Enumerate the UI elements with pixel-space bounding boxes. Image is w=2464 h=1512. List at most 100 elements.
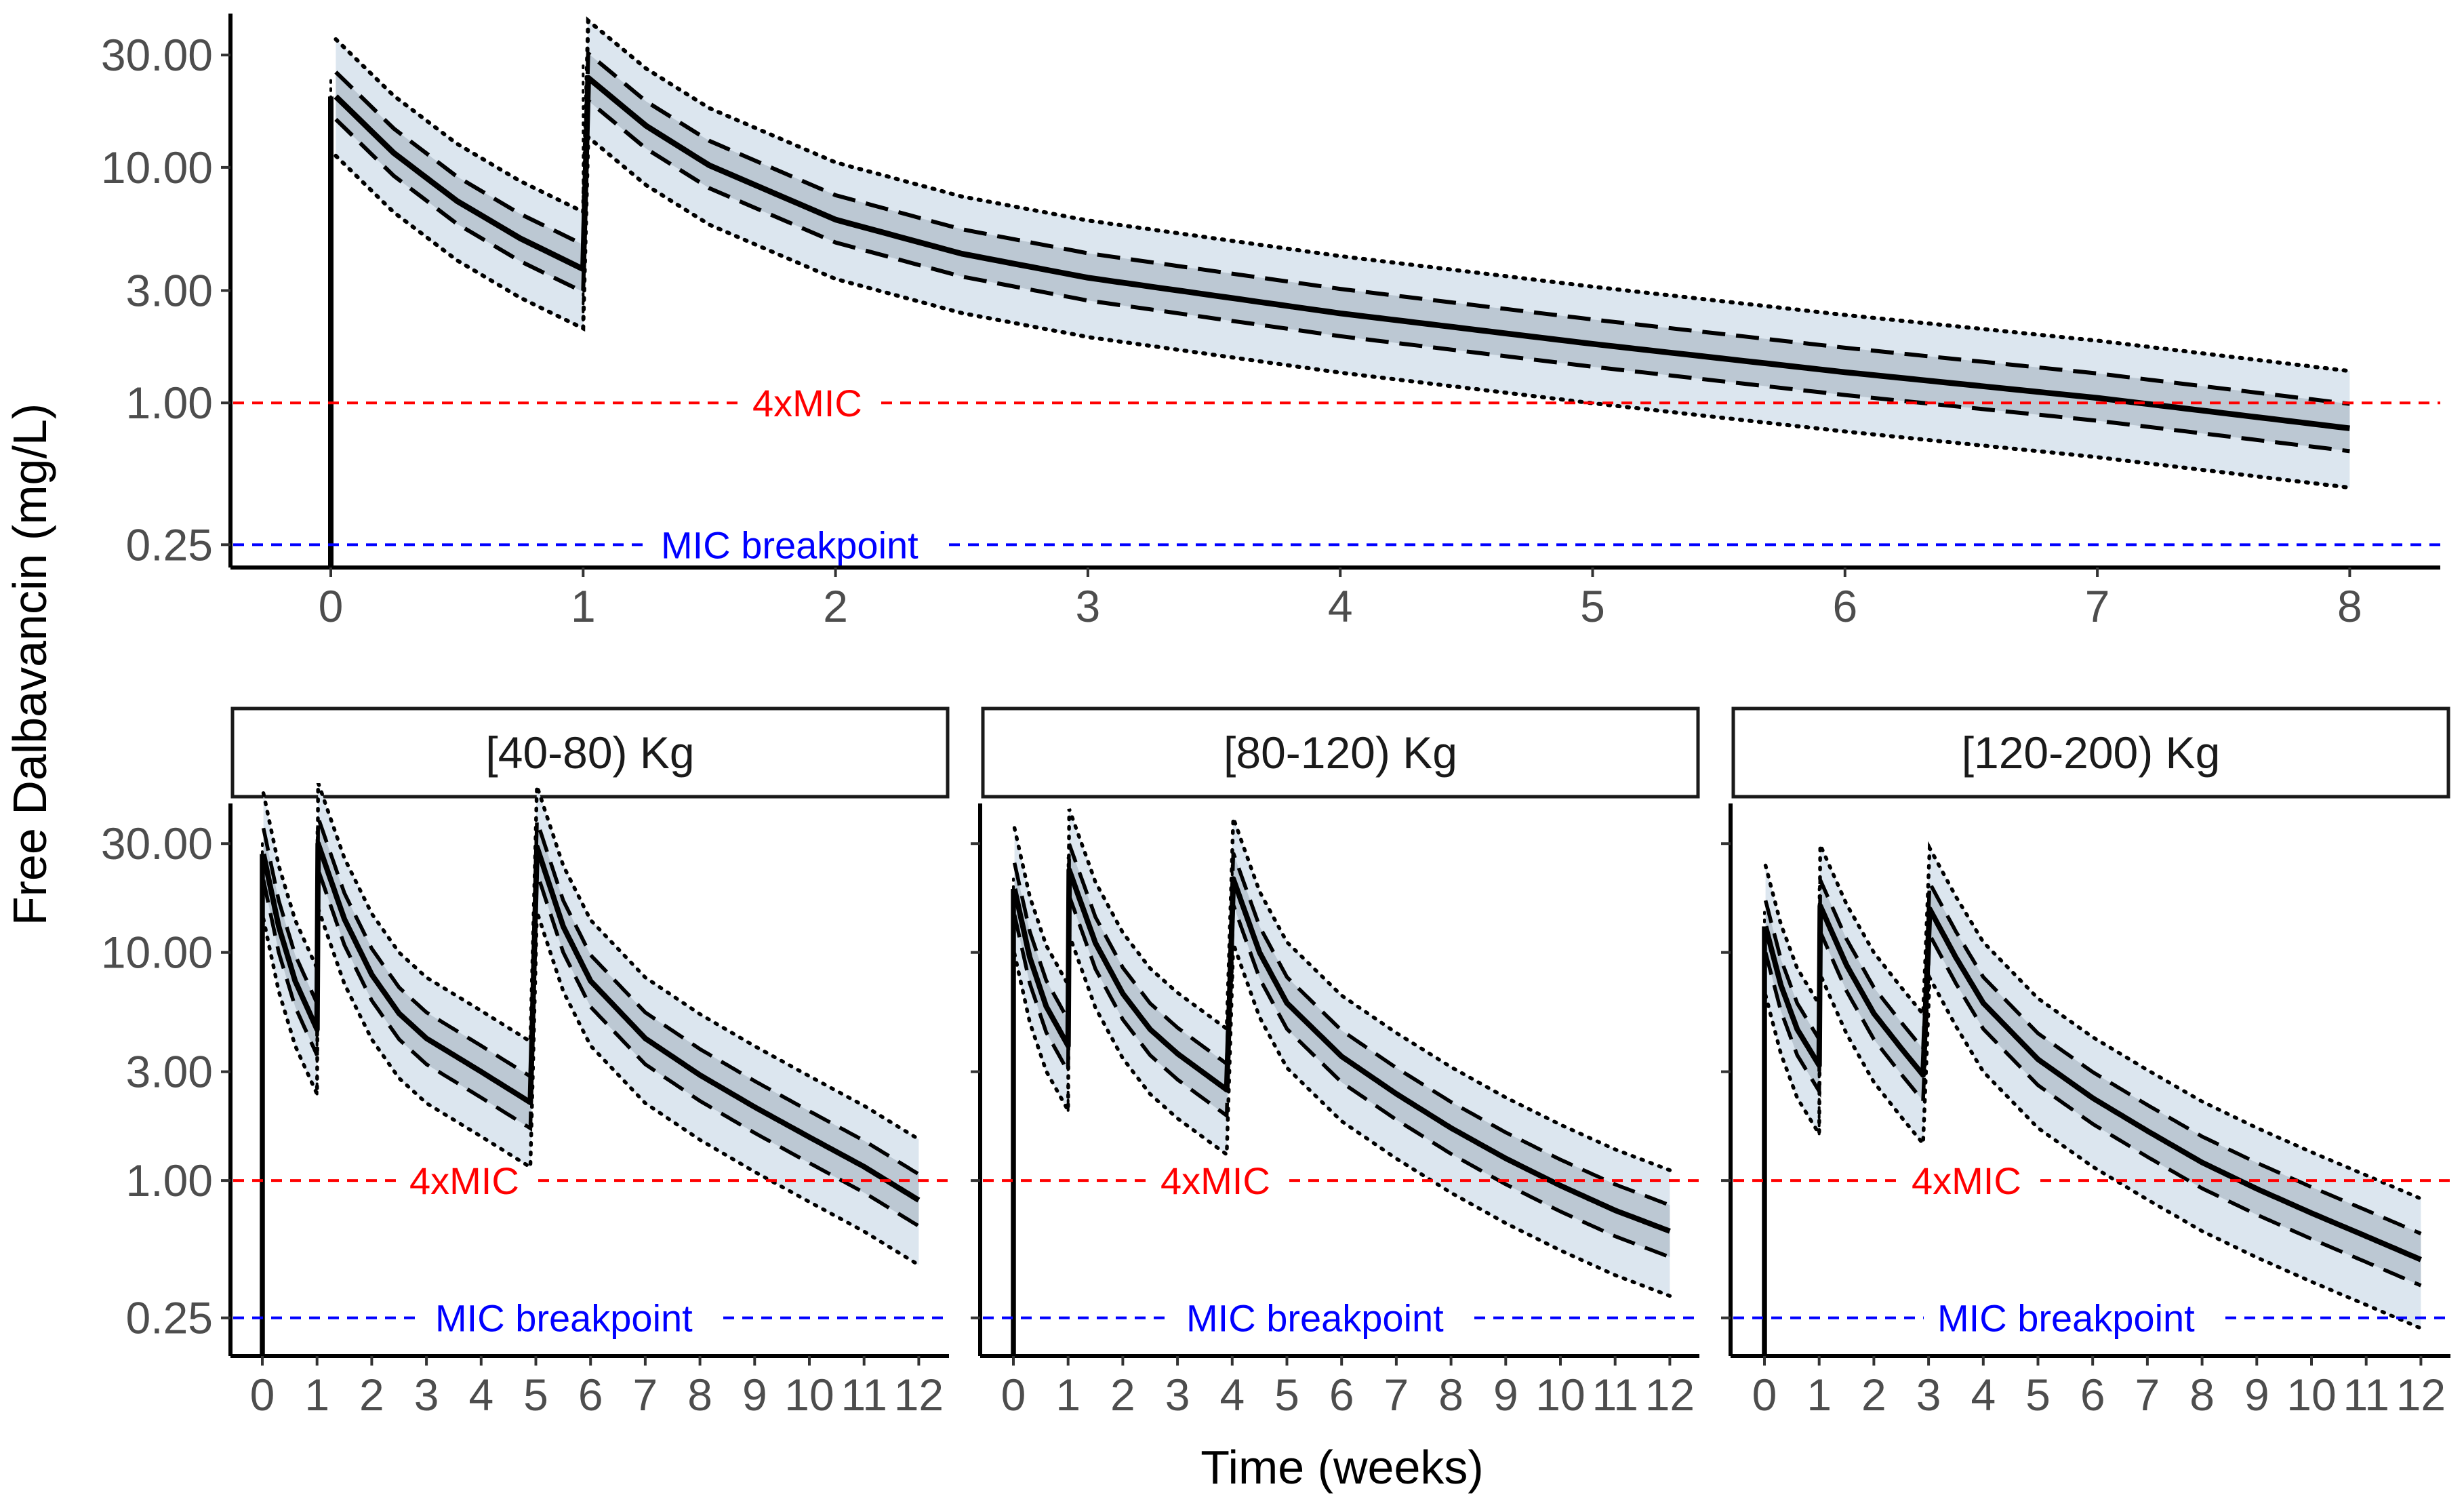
plot-area: [328, 16, 2352, 568]
refline-label-mic-breakpoint: MIC breakpoint: [435, 1297, 693, 1340]
x-tick-label: 8: [2189, 1370, 2215, 1420]
y-tick-label: 3.00: [126, 1047, 213, 1097]
y-tick-label: 1.00: [126, 378, 213, 428]
x-tick-label: 9: [2244, 1370, 2269, 1420]
facet-strip: [230, 707, 950, 799]
refline-label-4xmic: 4xMIC: [409, 1159, 519, 1202]
band-25-75: [1765, 879, 2421, 1286]
x-tick-label: 10: [1535, 1370, 1585, 1420]
x-tick-label: 5: [1274, 1370, 1299, 1420]
x-tick-label: 12: [894, 1370, 944, 1420]
x-tick-label: 1: [571, 581, 596, 631]
x-tick-label: 8: [1438, 1370, 1463, 1420]
x-tick-label: 0: [1752, 1370, 1777, 1420]
x-tick-label: 6: [578, 1370, 603, 1420]
line-p25: [1012, 895, 1671, 1259]
plot-area: [260, 783, 921, 1356]
y-axis-title: Free Dalbavancin (mg/L): [3, 403, 56, 926]
line-p25: [334, 96, 2350, 454]
x-tick-label: 1: [1055, 1370, 1080, 1420]
x-tick-label: 11: [2343, 1370, 2389, 1420]
y-tick-label: 0.25: [126, 1293, 213, 1343]
line-p5: [1012, 934, 1672, 1298]
x-tick-label: 9: [742, 1370, 767, 1420]
x-tick-label: 10: [2286, 1370, 2336, 1420]
x-tick-label: 2: [823, 581, 848, 631]
x-tick-label: 7: [633, 1370, 658, 1420]
y-tick-label: 30.00: [101, 30, 213, 80]
x-tick-label: 9: [1493, 1370, 1518, 1420]
line-p95: [334, 16, 2352, 374]
x-tick-label: 5: [1580, 581, 1605, 631]
x-tick-label: 6: [2080, 1370, 2105, 1420]
facet-strip-label: [40-80) Kg: [485, 728, 694, 778]
x-tick-label: 0: [250, 1370, 275, 1420]
y-tick-label: 0.25: [126, 519, 213, 570]
line-median: [260, 841, 921, 1203]
x-tick-label: 3: [1916, 1370, 1941, 1420]
x-tick-label: 4: [1328, 581, 1353, 631]
x-tick-label: 2: [1861, 1370, 1886, 1420]
panel-overall: 4xMIC MIC breakpoint 30.00 10.00 3.00 1.00 0.2…: [101, 14, 2440, 631]
plot-area: [1011, 808, 1672, 1356]
x-tick-label: 2: [1110, 1370, 1135, 1420]
x-tick-label: 3: [1076, 581, 1101, 631]
x-tick-label: 0: [319, 581, 344, 631]
x-tick-label: 10: [784, 1370, 834, 1420]
x-tick-label: 2: [359, 1370, 384, 1420]
band-25-75: [336, 53, 2350, 452]
x-tick-label: 12: [2396, 1370, 2446, 1420]
band-25-75: [263, 817, 919, 1227]
x-tick-label: 4: [1219, 1370, 1245, 1420]
x-tick-label: 0: [1001, 1370, 1026, 1420]
refline-label-4xmic: 4xMIC: [1912, 1159, 2021, 1202]
line-p95: [1763, 841, 2423, 1201]
x-tick-label: 7: [1384, 1370, 1409, 1420]
refline-label-mic-breakpoint: MIC breakpoint: [1937, 1297, 2195, 1340]
facet-strip: [981, 707, 1700, 799]
line-p75: [334, 49, 2350, 406]
x-tick-label: 3: [1165, 1370, 1190, 1420]
x-tick-label: 1: [1806, 1370, 1832, 1420]
refline-label-4xmic: 4xMIC: [1160, 1159, 1270, 1202]
x-tick-label: 1: [304, 1370, 329, 1420]
x-tick-label: 11: [841, 1370, 887, 1420]
line-p75: [1012, 843, 1671, 1207]
line-p95: [261, 783, 921, 1141]
line-p5: [1763, 970, 2423, 1330]
facet-strip-label: [120-200) Kg: [1962, 728, 2221, 778]
line-p95: [1012, 808, 1672, 1172]
x-tick-label: 4: [1971, 1370, 1996, 1420]
x-tick-label: 5: [2025, 1370, 2051, 1420]
y-tick-label: 10.00: [101, 928, 213, 978]
line-median: [334, 75, 2350, 431]
line-p5: [261, 907, 921, 1267]
x-tick-label: 5: [523, 1370, 548, 1420]
x-axis-title: Time (weeks): [1200, 1441, 1483, 1494]
refline-label-4xmic: 4xMIC: [752, 382, 862, 424]
band-5-95: [263, 783, 919, 1265]
refline-label-mic-breakpoint: MIC breakpoint: [1186, 1297, 1444, 1340]
y-tick-label: 10.00: [101, 142, 213, 193]
plot-area: [1762, 841, 2423, 1356]
x-tick-label: 7: [2135, 1370, 2160, 1420]
facet-strip: [1731, 707, 2450, 799]
x-tick-label: 6: [1329, 1370, 1354, 1420]
x-tick-label: 11: [1592, 1370, 1638, 1420]
x-tick-label: 8: [2337, 581, 2362, 631]
line-p25: [1763, 928, 2422, 1288]
facet-strip-label: [80-120) Kg: [1224, 728, 1457, 778]
band-25-75: [1014, 843, 1670, 1257]
x-tick-label: 12: [1645, 1370, 1695, 1420]
y-tick-label: 3.00: [126, 266, 213, 316]
x-tick-label: 7: [2085, 581, 2110, 631]
x-tick-label: 8: [687, 1370, 712, 1420]
line-p5: [334, 133, 2352, 490]
y-tick-label: 30.00: [101, 818, 213, 869]
x-tick-label: 4: [468, 1370, 493, 1420]
x-tick-label: 3: [414, 1370, 439, 1420]
refline-label-mic-breakpoint: MIC breakpoint: [661, 523, 918, 566]
